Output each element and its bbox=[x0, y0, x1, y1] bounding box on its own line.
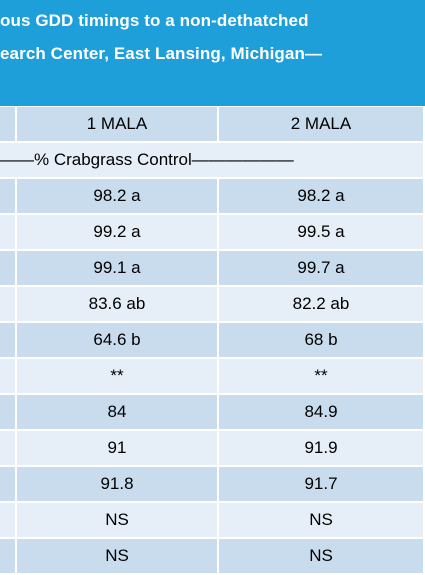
row-label-cell bbox=[0, 466, 17, 503]
cell-1-mala: 98.2 a bbox=[16, 178, 219, 215]
results-table: 1 MALA 2 MALA ——% Crabgrass Control—————… bbox=[0, 107, 425, 575]
cell-1-mala: 91 bbox=[16, 430, 219, 467]
table-row: 99.1 a 99.7 a bbox=[0, 250, 425, 287]
cell-1-mala: 99.2 a bbox=[16, 214, 219, 251]
row-label-cell bbox=[0, 214, 17, 251]
row-label-cell bbox=[0, 178, 17, 215]
cell-1-mala: ** bbox=[16, 358, 219, 395]
column-header-1-mala: 1 MALA bbox=[16, 107, 219, 143]
cell-2-mala: 91.7 bbox=[218, 466, 425, 503]
cell-1-mala: 83.6 ab bbox=[16, 286, 219, 323]
cell-2-mala: 84.9 bbox=[218, 394, 425, 431]
table-row: 84 84.9 bbox=[0, 394, 425, 431]
row-label-cell bbox=[0, 286, 17, 323]
title-banner: ous GDD timings to a non-dethatched earc… bbox=[0, 0, 425, 106]
title-line-2: earch Center, East Lansing, Michigan— bbox=[0, 44, 323, 63]
table-row: 83.6 ab 82.2 ab bbox=[0, 286, 425, 323]
cell-1-mala: 64.6 b bbox=[16, 322, 219, 359]
table-row: ** ** bbox=[0, 358, 425, 395]
cell-1-mala: 99.1 a bbox=[16, 250, 219, 287]
row-label-cell bbox=[0, 358, 17, 395]
table-row: NS NS bbox=[0, 538, 425, 575]
title-line-1: ous GDD timings to a non-dethatched bbox=[0, 11, 309, 30]
row-label-cell bbox=[0, 322, 17, 359]
cell-2-mala: 68 b bbox=[218, 322, 425, 359]
row-label-cell bbox=[0, 502, 17, 539]
row-label-cell bbox=[0, 538, 17, 575]
table-row: NS NS bbox=[0, 502, 425, 539]
cell-1-mala: 84 bbox=[16, 394, 219, 431]
cell-2-mala: 99.7 a bbox=[218, 250, 425, 287]
cell-2-mala: 82.2 ab bbox=[218, 286, 425, 323]
table-row: 64.6 b 68 b bbox=[0, 322, 425, 359]
row-label-cell bbox=[0, 107, 17, 143]
column-header-row: 1 MALA 2 MALA bbox=[0, 107, 425, 143]
row-label-cell bbox=[0, 430, 17, 467]
cell-2-mala: 98.2 a bbox=[218, 178, 425, 215]
cell-1-mala: 91.8 bbox=[16, 466, 219, 503]
subheader-row: ——% Crabgrass Control—————— bbox=[0, 142, 425, 179]
crabgrass-control-subheader: ——% Crabgrass Control—————— bbox=[0, 142, 425, 179]
cell-1-mala: NS bbox=[16, 538, 219, 575]
table-row: 99.2 a 99.5 a bbox=[0, 214, 425, 251]
table-row: 91 91.9 bbox=[0, 430, 425, 467]
subheader-text: ——% Crabgrass Control—————— bbox=[0, 150, 294, 169]
table-row: 91.8 91.7 bbox=[0, 466, 425, 503]
column-header-2-mala: 2 MALA bbox=[218, 107, 425, 143]
cell-2-mala: 91.9 bbox=[218, 430, 425, 467]
table-row: 98.2 a 98.2 a bbox=[0, 178, 425, 215]
cell-2-mala: NS bbox=[218, 502, 425, 539]
cell-2-mala: ** bbox=[218, 358, 425, 395]
cell-2-mala: 99.5 a bbox=[218, 214, 425, 251]
cell-2-mala: NS bbox=[218, 538, 425, 575]
cell-1-mala: NS bbox=[16, 502, 219, 539]
row-label-cell bbox=[0, 394, 17, 431]
row-label-cell bbox=[0, 250, 17, 287]
